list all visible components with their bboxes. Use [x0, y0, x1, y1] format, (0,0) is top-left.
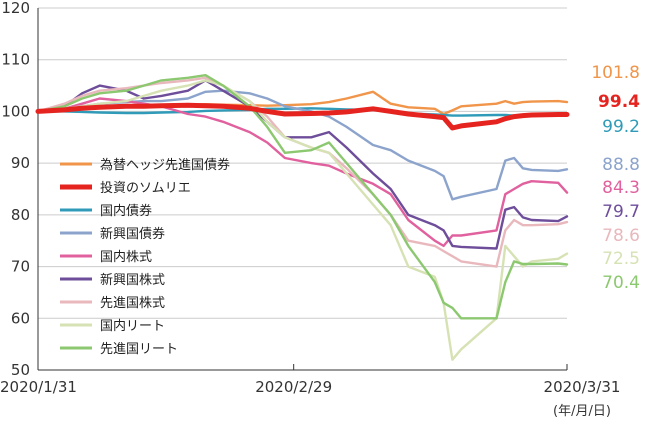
x-unit-note: (年/月/日) — [553, 404, 611, 419]
x-tick-label: 2020/3/31 — [544, 378, 621, 396]
end-value-label: 84.3 — [602, 178, 640, 198]
x-tick-labels: 2020/1/31 2020/2/29 2020/3/31 — [0, 364, 620, 396]
series-line — [36, 97, 569, 248]
legend: 為替ヘッジ先進国債券投資のソムリエ国内債券新興国債券国内株式新興国株式先進国株式… — [60, 157, 230, 357]
series-line — [35, 102, 570, 131]
end-value-label: 99.2 — [602, 117, 640, 137]
y-tick-label: 110 — [1, 51, 30, 69]
end-value-label: 79.7 — [602, 202, 640, 222]
legend-label: 国内リート — [100, 318, 165, 334]
end-value-labels: 101.8 99.4 99.2 88.8 84.3 79.7 78.6 72.5 70.4 — [591, 63, 640, 293]
y-tick-labels: 50 60 70 80 90 100 110 120 — [1, 0, 30, 379]
x-tick-label: 2020/1/31 — [0, 378, 77, 396]
y-tick-label: 70 — [11, 258, 30, 276]
axes — [37, 8, 567, 371]
y-tick-label: 100 — [1, 102, 30, 120]
end-value-label: 72.5 — [602, 249, 640, 269]
series-line — [36, 73, 569, 320]
end-value-label: 88.8 — [602, 155, 640, 175]
y-tick-label: 120 — [1, 0, 30, 17]
series-line — [36, 79, 569, 361]
legend-label: 新興国株式 — [100, 272, 165, 288]
legend-label: 投資のソムリエ — [100, 180, 191, 196]
series-lines — [35, 73, 570, 361]
end-value-label: 78.6 — [602, 226, 640, 246]
series-line — [36, 89, 569, 201]
legend-label: 新興国債券 — [100, 226, 165, 242]
end-value-label: 101.8 — [591, 63, 640, 83]
series-line — [36, 107, 569, 117]
legend-label: 先進国リート — [100, 342, 178, 357]
legend-label: 国内債券 — [100, 203, 152, 219]
y-tick-label: 80 — [11, 206, 30, 224]
legend-label: 国内株式 — [100, 249, 152, 265]
x-tick-label: 2020/2/29 — [255, 378, 332, 396]
y-tick-label: 60 — [11, 309, 30, 327]
legend-label: 為替ヘッジ先進国債券 — [100, 157, 230, 173]
end-value-label: 99.4 — [598, 92, 640, 112]
y-tick-label: 50 — [11, 361, 30, 379]
y-tick-label: 90 — [11, 154, 30, 172]
legend-label: 先進国株式 — [100, 296, 165, 311]
end-value-label: 70.4 — [602, 273, 640, 293]
